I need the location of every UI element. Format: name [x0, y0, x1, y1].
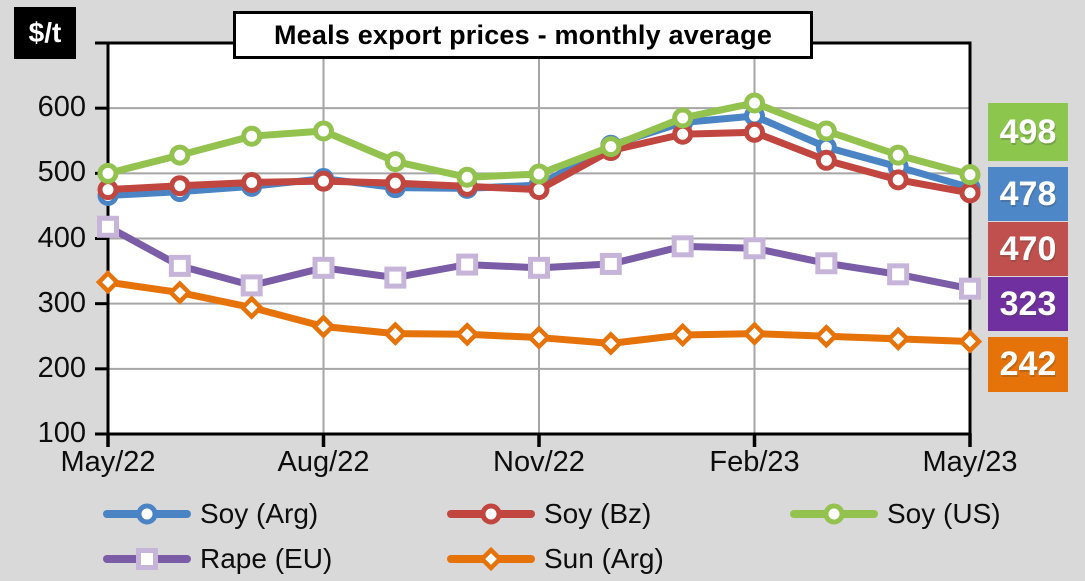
legend-item-soy-us: Soy (US): [790, 498, 1001, 530]
legend-key-soy-us: [790, 503, 878, 525]
legend-item-sun-arg: Sun (Arg): [447, 543, 664, 575]
legend-label: Soy (Bz): [544, 498, 652, 529]
y-axis-label: 500: [37, 156, 86, 189]
legend-item-soy-arg: Soy (Arg): [103, 498, 318, 530]
y-axis-label: 300: [37, 286, 86, 319]
series-sun-arg: [95, 269, 983, 356]
y-axis-label: 600: [37, 91, 86, 124]
legend-key-rape-eu: [103, 548, 191, 570]
legend-label: Soy (Arg): [200, 498, 319, 529]
series-rape-eu: [97, 215, 981, 300]
legend-label: Rape (EU): [200, 543, 333, 574]
y-axis-label: 100: [37, 416, 86, 449]
x-axis-label: May/23: [922, 446, 1018, 478]
end-label-rape-eu: 323: [988, 277, 1068, 331]
y-axis-label: 400: [37, 221, 86, 254]
y-axis-unit-label: $/t: [28, 17, 62, 48]
x-axis-label: Nov/22: [493, 446, 585, 478]
series-soy-us: [97, 92, 981, 188]
x-axis-label: Aug/22: [277, 446, 370, 478]
legend-label: Sun (Arg): [544, 543, 664, 574]
x-axis-label: May/22: [60, 446, 156, 478]
x-axis-label: Feb/23: [709, 446, 800, 478]
legend-key-soy-arg: [103, 503, 191, 525]
legend-item-rape-eu: Rape (EU): [103, 543, 332, 575]
y-axis-label: 200: [37, 351, 86, 384]
chart-title: Meals export prices - monthly average: [273, 19, 773, 50]
chart-title-box: Meals export prices - monthly average: [233, 11, 813, 59]
legend-key-soy-bz: [447, 503, 535, 525]
legend-key-sun-arg: [447, 546, 535, 572]
legend-item-soy-bz: Soy (Bz): [447, 498, 651, 530]
end-label-soy-bz: 470: [988, 222, 1068, 276]
y-axis-unit-box: $/t: [14, 7, 76, 59]
end-label-soy-arg: 478: [988, 167, 1068, 221]
end-label-sun-arg: 242: [988, 337, 1068, 392]
legend-label: Soy (US): [887, 498, 1001, 529]
end-label-soy-us: 498: [988, 103, 1068, 161]
